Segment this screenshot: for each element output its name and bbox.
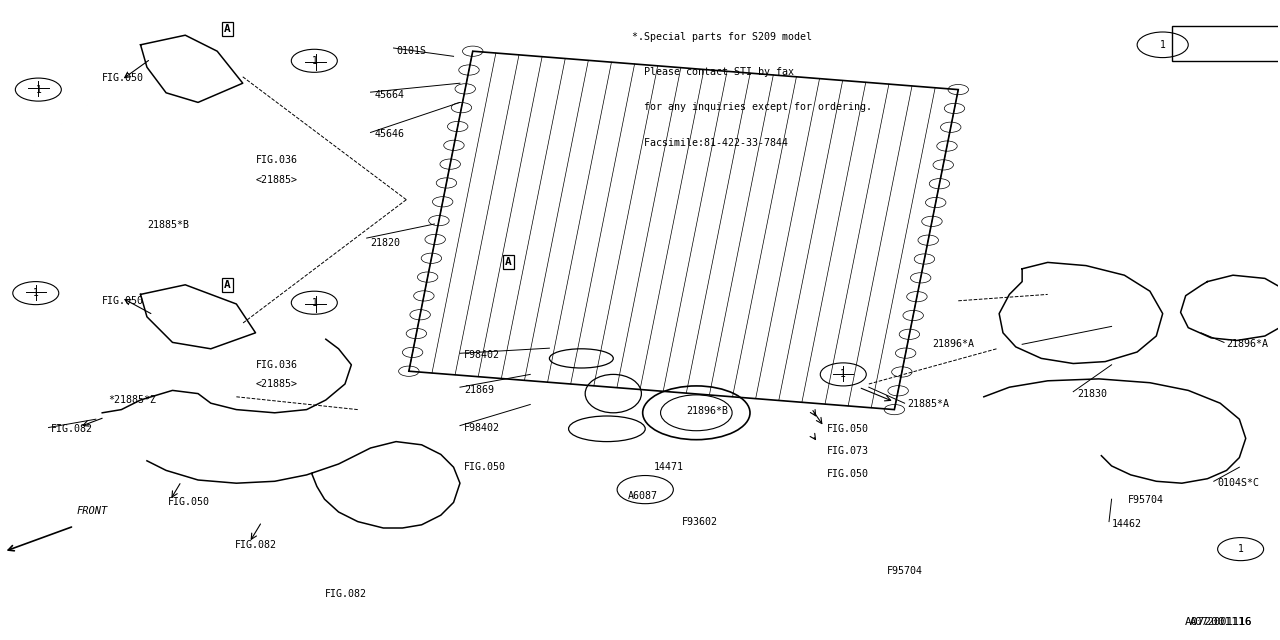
Text: A6087: A6087: [627, 491, 658, 501]
Text: F98402: F98402: [463, 350, 499, 360]
Text: *.Special parts for S209 model: *.Special parts for S209 model: [632, 32, 813, 42]
Text: A: A: [506, 257, 512, 268]
Text: FIG.082: FIG.082: [236, 540, 276, 550]
Text: FIG.050: FIG.050: [102, 73, 145, 83]
Text: 1: 1: [1238, 544, 1244, 554]
Text: A072001116: A072001116: [1189, 617, 1252, 627]
Text: 1: 1: [311, 298, 317, 308]
Text: FIG.073: FIG.073: [827, 446, 869, 456]
Text: F98402: F98402: [463, 422, 499, 433]
Text: *21885*Z: *21885*Z: [109, 395, 156, 405]
Text: 21896*A: 21896*A: [1226, 339, 1268, 349]
Text: FIG.082: FIG.082: [325, 589, 366, 599]
Text: F95704: F95704: [1128, 495, 1165, 506]
Text: Facsimile:81-422-33-7844: Facsimile:81-422-33-7844: [632, 138, 788, 148]
Text: FIG.036: FIG.036: [256, 360, 297, 370]
Text: FIG.050: FIG.050: [168, 497, 210, 508]
Text: A: A: [224, 24, 230, 34]
Text: F93602: F93602: [682, 516, 718, 527]
Text: 21896*B: 21896*B: [686, 406, 728, 416]
Text: 0104S*B: 0104S*B: [1204, 38, 1248, 49]
Text: 1: 1: [33, 288, 38, 298]
Text: 1: 1: [1160, 40, 1166, 50]
Text: 14471: 14471: [654, 462, 685, 472]
Text: 21885*B: 21885*B: [147, 220, 189, 230]
Text: F95704: F95704: [887, 566, 923, 576]
Text: 21896*A: 21896*A: [933, 339, 974, 349]
Text: FIG.050: FIG.050: [827, 424, 869, 434]
Text: 21869: 21869: [463, 385, 494, 396]
Text: 14462: 14462: [1111, 518, 1142, 529]
Text: 45646: 45646: [374, 129, 404, 140]
Text: 0101S: 0101S: [396, 46, 426, 56]
Text: 1: 1: [36, 84, 41, 95]
Text: <21885>: <21885>: [256, 175, 297, 186]
Text: 1: 1: [841, 369, 846, 380]
Text: 45664: 45664: [374, 90, 404, 100]
Text: FIG.082: FIG.082: [51, 424, 93, 434]
Text: FIG.050: FIG.050: [463, 462, 506, 472]
FancyBboxPatch shape: [1171, 26, 1280, 61]
Text: 21830: 21830: [1076, 388, 1107, 399]
Text: FIG.050: FIG.050: [102, 296, 145, 306]
Text: 1: 1: [311, 56, 317, 66]
Text: <21885>: <21885>: [256, 379, 297, 389]
Text: FRONT: FRONT: [77, 506, 108, 516]
Text: 0104S*C: 0104S*C: [1217, 478, 1260, 488]
Text: Please contact STI by fax: Please contact STI by fax: [632, 67, 795, 77]
Text: 21885*A: 21885*A: [908, 399, 950, 410]
Text: FIG.036: FIG.036: [256, 155, 297, 165]
Text: A: A: [224, 280, 230, 290]
Text: A072001116: A072001116: [1184, 617, 1252, 627]
Text: FIG.050: FIG.050: [827, 468, 869, 479]
Text: 21820: 21820: [370, 238, 401, 248]
Text: for any inquiries except for ordering.: for any inquiries except for ordering.: [632, 102, 873, 113]
